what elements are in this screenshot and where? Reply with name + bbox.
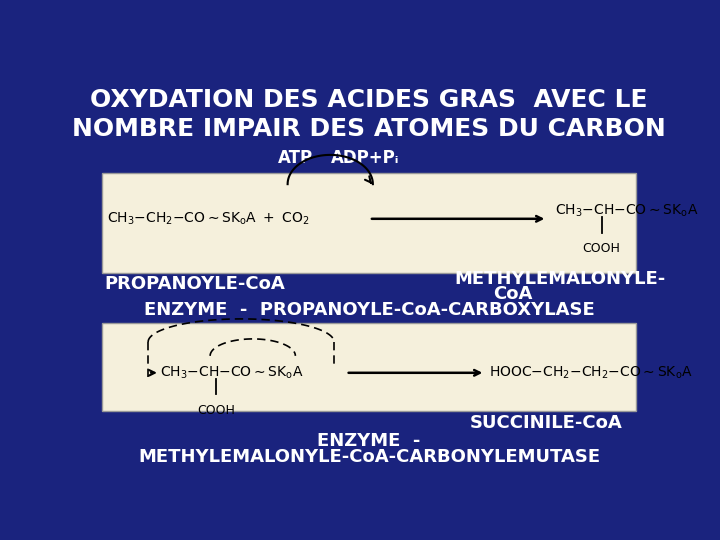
Text: SUCCINILE-CoA: SUCCINILE-CoA <box>469 414 623 432</box>
FancyBboxPatch shape <box>102 323 636 411</box>
Text: ENZYME  -  PROPANOYLE-CoA-CARBOXYLASE: ENZYME - PROPANOYLE-CoA-CARBOXYLASE <box>143 301 595 319</box>
Text: COOH: COOH <box>582 242 621 255</box>
Text: PROPANOYLE-CoA: PROPANOYLE-CoA <box>104 275 284 293</box>
Text: ATP: ATP <box>278 149 313 167</box>
Text: OXYDATION DES ACIDES GRAS  AVEC LE: OXYDATION DES ACIDES GRAS AVEC LE <box>90 88 648 112</box>
Text: ADP+Pᵢ: ADP+Pᵢ <box>331 149 400 167</box>
Text: ENZYME  -: ENZYME - <box>318 431 420 450</box>
Text: METHYLEMALONYLE-CoA-CARBONYLEMUTASE: METHYLEMALONYLE-CoA-CARBONYLEMUTASE <box>138 449 600 467</box>
Text: COOH: COOH <box>197 403 235 416</box>
Text: $\mathrm{CH_3{-}CH{-}CO{\sim}SK_oA}$: $\mathrm{CH_3{-}CH{-}CO{\sim}SK_oA}$ <box>160 364 303 381</box>
Text: NOMBRE IMPAIR DES ATOMES DU CARBON: NOMBRE IMPAIR DES ATOMES DU CARBON <box>72 117 666 141</box>
Text: $\mathrm{HOOC{-}CH_2{-}CH_2{-}CO{\sim}SK_oA}$: $\mathrm{HOOC{-}CH_2{-}CH_2{-}CO{\sim}SK… <box>489 364 693 381</box>
FancyBboxPatch shape <box>102 173 636 273</box>
Text: $\mathrm{CH_3{-}CH_2{-}CO{\sim}SK_oA\ +\ CO_2}$: $\mathrm{CH_3{-}CH_2{-}CO{\sim}SK_oA\ +\… <box>107 211 310 227</box>
Text: $\mathrm{CH_3{-}CH{-}CO{\sim}SK_oA}$: $\mathrm{CH_3{-}CH{-}CO{\sim}SK_oA}$ <box>555 203 698 219</box>
Text: CoA: CoA <box>493 285 532 303</box>
Text: METHYLEMALONYLE-: METHYLEMALONYLE- <box>454 270 665 288</box>
